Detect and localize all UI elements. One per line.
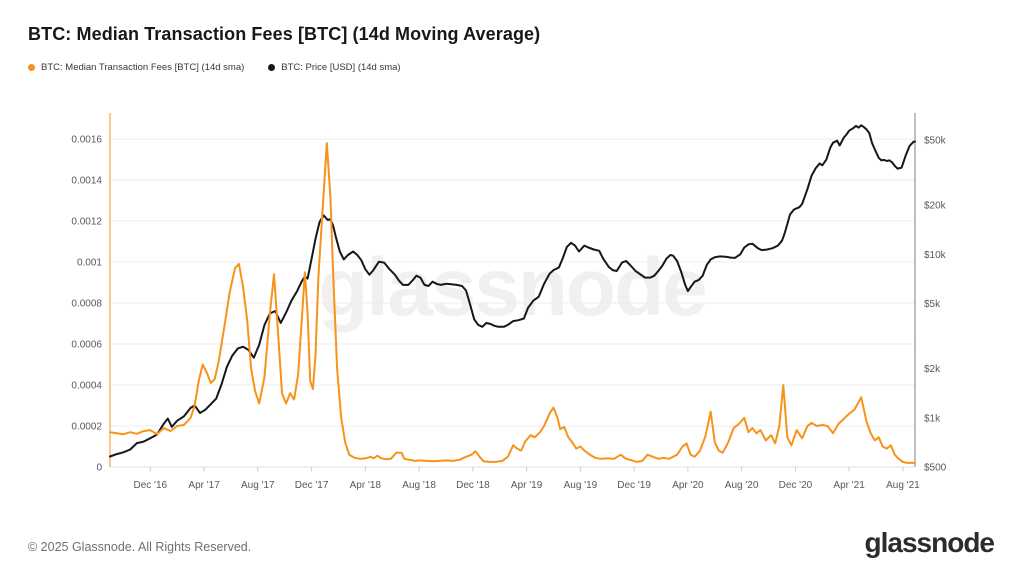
y-right-tick-label: $1k bbox=[924, 413, 941, 424]
x-tick-label: Dec '18 bbox=[456, 480, 490, 491]
gridlines bbox=[110, 138, 915, 427]
y-left-tick-label: 0.0012 bbox=[71, 217, 102, 228]
legend-item-fees[interactable]: BTC: Median Transaction Fees [BTC] (14d … bbox=[28, 62, 244, 73]
x-tick-label: Dec '20 bbox=[779, 480, 813, 491]
page-title: BTC: Median Transaction Fees [BTC] (14d … bbox=[28, 24, 541, 44]
y-right-tick-label: $500 bbox=[924, 463, 947, 474]
y-right-tick-label: $2k bbox=[924, 364, 941, 375]
x-axis: Dec '16 Apr '17 Aug '17 Dec '17 Apr '18 Aug '… bbox=[110, 466, 920, 491]
glassnode-logo[interactable]: glassnode bbox=[864, 527, 995, 558]
legend-label-price: BTC: Price [USD] (14d sma) bbox=[281, 62, 401, 73]
y-right-tick-label: $10k bbox=[924, 250, 947, 261]
y-left-tick-label: 0.001 bbox=[77, 258, 102, 269]
x-tick-label: Dec '16 bbox=[134, 480, 168, 491]
legend-item-price[interactable]: BTC: Price [USD] (14d sma) bbox=[268, 62, 401, 73]
legend-dot-fees-icon bbox=[28, 64, 35, 71]
y-left-tick-label: 0.0002 bbox=[71, 422, 102, 433]
x-tick-label: Dec '19 bbox=[617, 480, 651, 491]
x-tick-label: Apr '19 bbox=[511, 480, 543, 491]
x-tick-label: Dec '17 bbox=[295, 480, 329, 491]
series-price-line bbox=[109, 124, 916, 458]
glassnode-watermark: glassnode bbox=[318, 242, 708, 333]
y-axis-right: $50k $20k $10k $5k $2k $1k $500 bbox=[914, 113, 947, 474]
y-left-tick-label: 0.0008 bbox=[71, 299, 102, 310]
legend-dot-price-icon bbox=[268, 64, 276, 71]
y-axis-left: 0.0016 0.0014 0.0012 0.001 0.0008 0.0006 0.000… bbox=[71, 113, 111, 474]
x-tick-label: Apr '18 bbox=[350, 480, 382, 491]
x-tick-label: Aug '21 bbox=[886, 480, 920, 491]
legend: BTC: Median Transaction Fees [BTC] (14d … bbox=[28, 62, 401, 73]
x-tick-label: Aug '19 bbox=[564, 480, 598, 491]
y-right-tick-label: $50k bbox=[924, 136, 947, 147]
x-tick-label: Apr '17 bbox=[188, 480, 220, 491]
x-tick-label: Aug '18 bbox=[402, 480, 436, 491]
y-right-tick-label: $5k bbox=[924, 299, 941, 310]
series-fees-line bbox=[109, 142, 916, 464]
y-left-tick-label: 0.0014 bbox=[71, 176, 102, 187]
y-left-tick-label: 0.0016 bbox=[71, 135, 102, 146]
x-tick-label: Apr '20 bbox=[672, 480, 704, 491]
legend-label-fees: BTC: Median Transaction Fees [BTC] (14d … bbox=[41, 62, 245, 73]
x-tick-label: Apr '21 bbox=[833, 480, 865, 491]
y-right-tick-label: $20k bbox=[924, 201, 947, 212]
y-left-tick-label: 0.0004 bbox=[71, 381, 102, 392]
x-tick-label: Aug '17 bbox=[241, 480, 275, 491]
y-left-tick-label: 0 bbox=[96, 463, 102, 474]
x-tick-label: Aug '20 bbox=[725, 480, 759, 491]
y-left-tick-label: 0.0006 bbox=[71, 340, 102, 351]
footer-copyright: © 2025 Glassnode. All Rights Reserved. bbox=[28, 540, 252, 554]
